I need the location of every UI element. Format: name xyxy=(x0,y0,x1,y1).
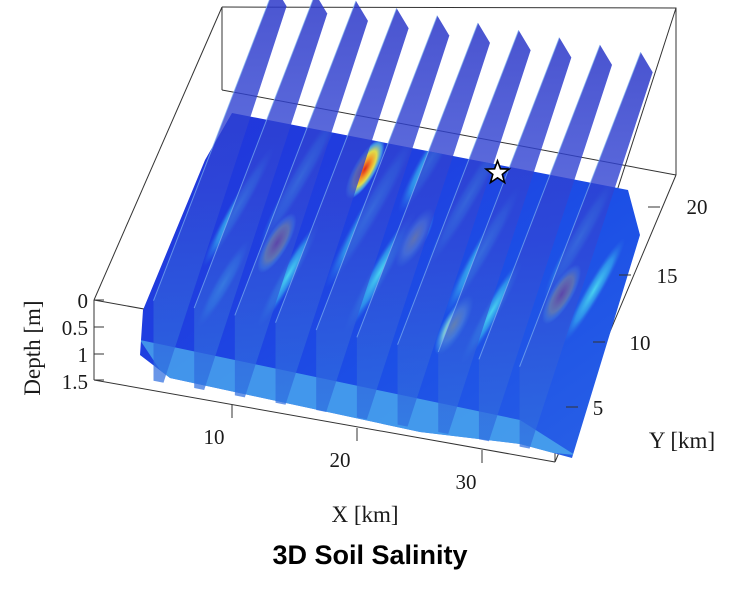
vertical-slice-plane xyxy=(316,15,450,413)
z-tick-label: 1 xyxy=(78,343,89,367)
vertical-slice xyxy=(356,22,490,420)
x-tick-label: 20 xyxy=(330,448,351,472)
vertical-slice xyxy=(193,0,328,391)
y-axis-label: Y [km] xyxy=(649,428,715,453)
salinity-streak xyxy=(563,238,626,343)
vertical-slice xyxy=(153,0,287,383)
vertical-slice-edge xyxy=(234,0,357,316)
z-tick-label: 0.5 xyxy=(62,316,88,340)
vertical-slice-edge xyxy=(437,37,560,353)
vertical-slice-plane xyxy=(153,0,287,383)
vertical-slice-edge xyxy=(153,0,270,301)
x-tick-label: 10 xyxy=(204,425,225,449)
z-axis-label: Depth [m] xyxy=(20,300,45,395)
vertical-slice xyxy=(478,44,613,442)
vertical-slice-edge xyxy=(397,30,520,345)
z-tick-label: 1.5 xyxy=(62,370,88,394)
vertical-slices xyxy=(153,0,653,449)
star-marker xyxy=(483,158,512,185)
vertical-slice-plane xyxy=(438,37,572,434)
vertical-slice-plane xyxy=(397,30,531,427)
tick-marks xyxy=(94,206,660,463)
x-tick-label: 30 xyxy=(456,470,477,494)
x-axis-label: X [km] xyxy=(331,502,398,527)
vertical-slice-plane xyxy=(194,0,328,391)
star-marker-shape xyxy=(483,158,512,185)
vertical-slice-edge xyxy=(519,52,642,367)
vertical-slice-plane xyxy=(234,0,368,398)
vertical-slice-plane xyxy=(478,44,613,442)
y-tick-label: 5 xyxy=(593,396,604,420)
vertical-slice-plane xyxy=(356,22,490,420)
vertical-slice-edge xyxy=(478,44,601,360)
y-tick-label: 15 xyxy=(657,264,678,288)
vertical-slice-edge xyxy=(275,8,398,323)
vertical-slice-edge xyxy=(193,0,314,309)
vertical-slice-edge xyxy=(315,15,438,331)
figure-caption: 3D Soil Salinity xyxy=(272,540,468,570)
vertical-slice-edge xyxy=(356,22,479,338)
vertical-slice-plane xyxy=(275,8,409,405)
y-tick-label: 20 xyxy=(687,195,708,219)
vertical-slice xyxy=(397,30,531,427)
vertical-slice xyxy=(437,37,572,434)
vertical-slice-plane xyxy=(519,52,653,449)
z-tick-label: 0 xyxy=(78,289,89,313)
vertical-slice xyxy=(519,52,653,449)
vertical-slice xyxy=(234,0,368,398)
vertical-slice xyxy=(315,15,450,413)
vertical-slice xyxy=(275,8,409,405)
y-tick-label: 10 xyxy=(630,331,651,355)
